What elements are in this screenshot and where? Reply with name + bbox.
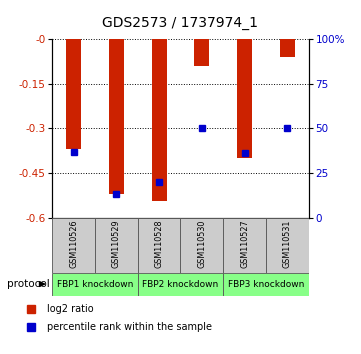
Text: GSM110529: GSM110529 (112, 220, 121, 268)
Text: percentile rank within the sample: percentile rank within the sample (47, 322, 212, 332)
Bar (109, 39, 124, 194)
Bar (138, 273, 223, 296)
Bar (266, 218, 309, 273)
Bar (223, 273, 309, 296)
Text: GDS2573 / 1737974_1: GDS2573 / 1737974_1 (103, 16, 258, 30)
Bar (52, 218, 95, 273)
Text: FBP2 knockdown: FBP2 knockdown (142, 280, 219, 289)
Bar (237, 39, 252, 158)
Bar (138, 218, 180, 273)
Text: GSM110528: GSM110528 (155, 220, 164, 268)
Text: GSM110531: GSM110531 (283, 220, 292, 268)
Bar (95, 218, 138, 273)
Text: GSM110530: GSM110530 (197, 220, 206, 268)
Text: FBP1 knockdown: FBP1 knockdown (57, 280, 133, 289)
Bar (180, 218, 223, 273)
Bar (223, 218, 266, 273)
Text: FBP3 knockdown: FBP3 knockdown (228, 280, 304, 289)
Bar (152, 39, 167, 201)
Text: protocol: protocol (7, 279, 50, 289)
Bar (280, 39, 295, 57)
Bar (66, 39, 81, 149)
Text: GSM110527: GSM110527 (240, 220, 249, 268)
Bar (52, 273, 138, 296)
Text: GSM110526: GSM110526 (69, 220, 78, 268)
Text: log2 ratio: log2 ratio (47, 304, 94, 314)
Bar (194, 39, 209, 66)
